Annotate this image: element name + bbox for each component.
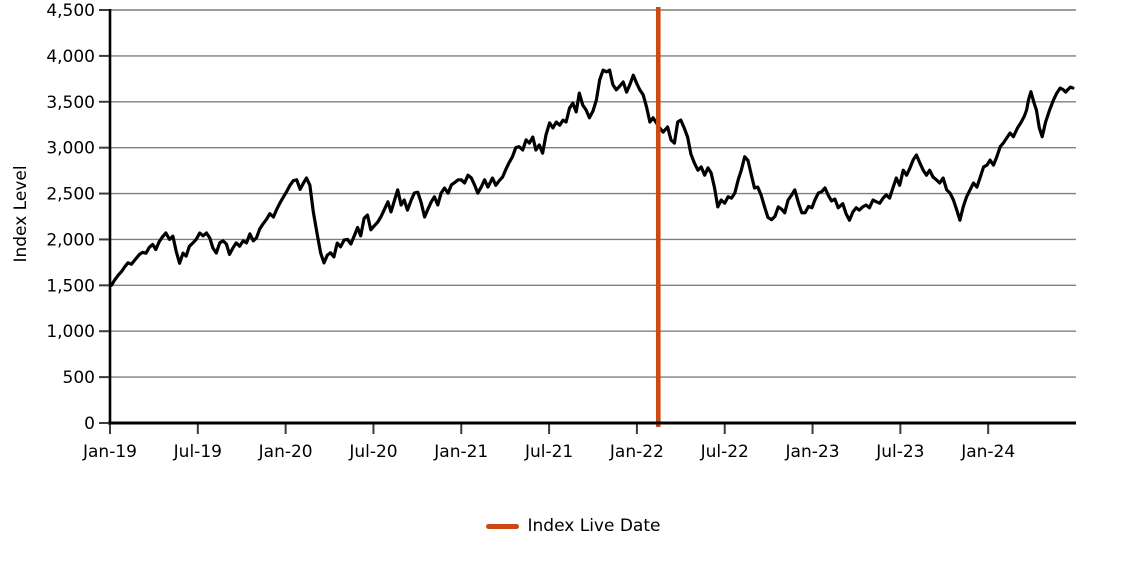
- index-line: [109, 68, 1075, 287]
- x-tick-label: Jan-19: [82, 442, 137, 462]
- y-tick-label: 3,000: [46, 139, 95, 159]
- index-level-chart: 4,500 4,000 3,500 3,000 2,500 2,000 1,500 1,000…: [11, 1, 1076, 462]
- index-line-series: [109, 68, 1075, 287]
- y-tick-label: 4,000: [46, 47, 95, 67]
- y-tick-label: 0: [84, 414, 95, 434]
- x-tick-label: Jul-20: [348, 442, 397, 462]
- x-tick-label: Jan-21: [433, 442, 488, 462]
- y-tick-label: 3,500: [46, 93, 95, 113]
- y-tick-label: 2,500: [46, 185, 95, 205]
- y-axis-title: Index Level: [11, 165, 31, 262]
- x-tick-label: Jul-22: [700, 442, 749, 462]
- y-tick-label: 500: [63, 368, 95, 388]
- y-tick-label: 1,000: [46, 322, 95, 342]
- x-tick-label: Jul-23: [875, 442, 924, 462]
- y-tick-label: 4,500: [46, 1, 95, 21]
- gridlines: [110, 9, 1076, 378]
- tick-marks-and-labels: 4,500 4,000 3,500 3,000 2,500 2,000 1,500 1,000…: [46, 1, 1015, 462]
- x-tick-label: Jan-23: [785, 442, 840, 462]
- axes-spines: [108, 9, 1076, 425]
- y-tick-label: 1,500: [46, 276, 95, 296]
- x-tick-label: Jul-19: [173, 442, 222, 462]
- x-tick-label: Jan-24: [960, 442, 1015, 462]
- legend: Index Live Date: [0, 518, 1146, 535]
- legend-label: Index Live Date: [527, 516, 661, 536]
- x-tick-label: Jan-20: [258, 442, 313, 462]
- x-tick-label: Jul-21: [524, 442, 573, 462]
- x-tick-label: Jan-22: [609, 442, 664, 462]
- y-tick-label: 2,000: [46, 230, 95, 250]
- legend-line-swatch: [485, 524, 519, 529]
